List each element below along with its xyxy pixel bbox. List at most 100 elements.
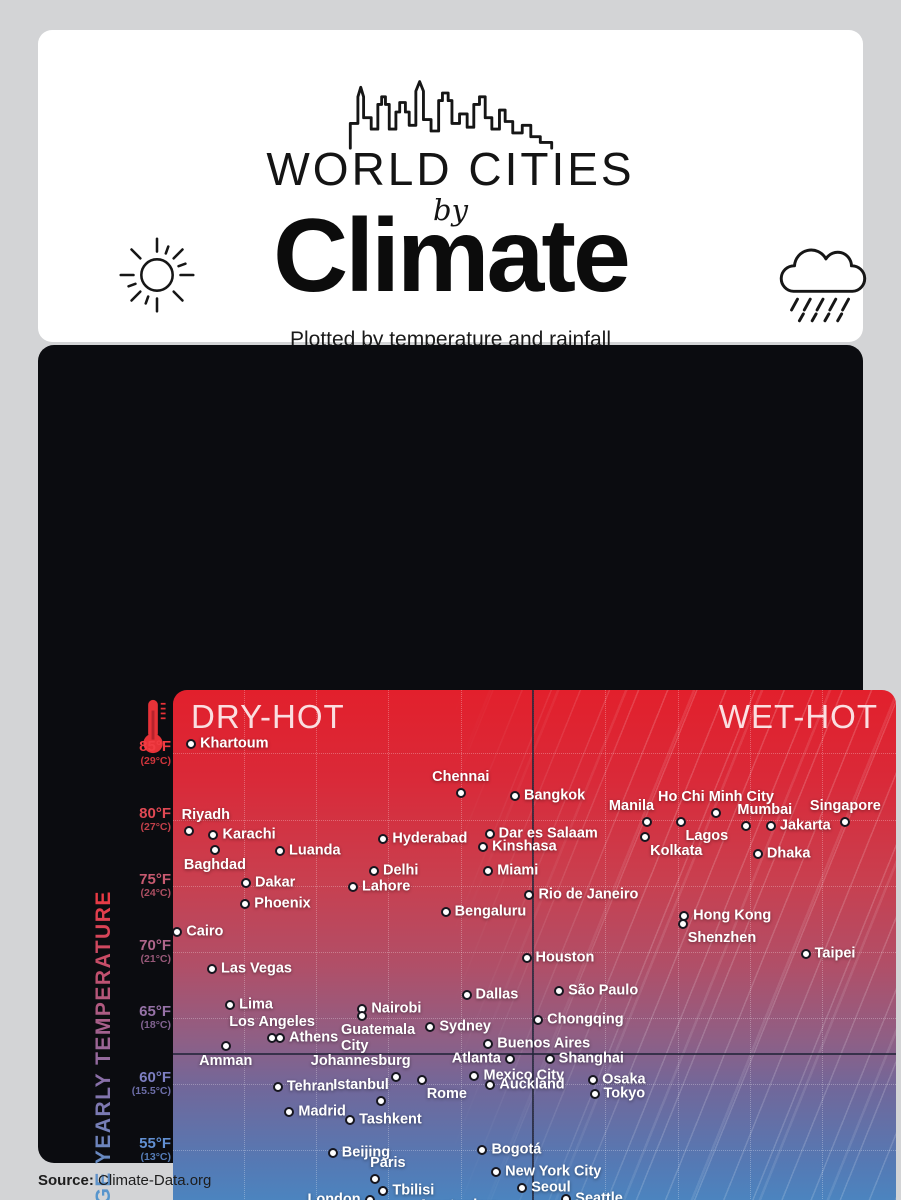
city-point [524,889,535,900]
city-label: Hyderabad [392,830,468,847]
city-label: Dallas [475,986,519,1003]
y-axis-ticks: 85°F (29°C) 80°F (27°C) 75°F (24°C) 70°F (21°C)… [78,690,171,1200]
city-label: Miami [497,862,539,879]
city-point [710,807,721,818]
v-gridline [605,690,607,1200]
city-label: Taipei [814,945,856,962]
y-tick-celsius: (15.5°C) [131,1085,171,1098]
hot-cold-midline [173,1052,896,1055]
city-point [477,1144,488,1155]
city-point [186,739,197,750]
city-point [483,866,494,877]
y-tick-fahrenheit: 55°F [139,1135,171,1153]
title-by: by [433,193,468,227]
city-label: Bogotá [491,1141,542,1158]
city-point [173,926,183,937]
city-point [348,881,359,892]
y-tick-fahrenheit: 65°F [139,1003,171,1021]
y-tick-fahrenheit: 80°F [139,804,171,822]
y-tick-label: 65°F (18°C) [139,1003,171,1032]
y-tick-label: 60°F (15.5°C) [131,1069,171,1098]
city-label: Chennai [432,768,490,785]
y-tick-label: 55°F (13°C) [139,1136,171,1164]
city-label: Amsterdam [418,1197,498,1200]
h-gridline [173,1083,896,1085]
y-tick-label: 80°F (27°C) [139,804,171,834]
plot-area: DRY-HOT WET-HOT DRY-COLD WET-COLD Kharto… [173,690,896,1200]
city-point [370,1174,381,1185]
city-point [642,817,653,828]
city-label: Guatemala City [341,1022,416,1054]
city-label: Sydney [439,1018,491,1035]
city-point [588,1074,599,1085]
city-label: Mexico City [483,1067,565,1084]
city-label: Houston [535,949,595,966]
climate-scatter-chart: AVERAGE YEARLY TEMPERATURE 85°F (29°C) 80°… [38,345,896,1200]
city-point [675,817,686,828]
city-label: Tehran [286,1077,335,1094]
y-tick-celsius: (13°C) [140,1151,171,1164]
city-point [509,790,520,801]
v-gridline [822,690,824,1200]
v-gridline [243,690,245,1200]
city-label: Shanghai [558,1050,624,1067]
quadrant-label-wet-hot: WET-HOT [718,698,878,735]
city-point [284,1106,295,1117]
city-point [484,829,495,840]
city-point [327,1147,338,1158]
city-point [478,842,489,853]
city-label: Tashkent [359,1110,422,1127]
city-point [345,1114,356,1125]
source-value: Climate-Data.org [93,1172,212,1189]
city-point [765,821,776,832]
city-label: São Paulo [568,982,639,999]
city-label: Manila [608,797,655,814]
city-label: Osaka [602,1071,646,1088]
city-skyline-icon [348,80,553,150]
city-point [469,1070,480,1081]
y-tick-celsius: (29°C) [140,754,171,767]
city-point [356,1011,367,1022]
city-point [378,834,389,845]
city-label: Baghdad [183,856,246,873]
y-tick-label: 70°F (21°C) [139,936,171,966]
city-label: Shenzhen [687,929,757,946]
city-label: Khartoum [200,735,269,752]
city-point [272,1081,283,1092]
city-point [375,1096,386,1107]
city-point [483,1039,494,1050]
city-label: Jakarta [779,817,831,834]
city-point [425,1022,436,1033]
y-tick-label: 75°F (24°C) [139,871,171,900]
city-point [589,1089,600,1100]
quadrant-label-dry-hot: DRY-HOT [191,698,345,735]
v-gridline [460,690,462,1200]
city-label: Dakar [255,874,296,891]
city-label: Luanda [289,842,341,859]
source-label: Source: [38,1172,94,1189]
y-tick-fahrenheit: 70°F [139,936,171,954]
rain-cloud-icon [779,248,867,323]
city-label: Riyadh [181,807,230,824]
city-label: Hong Kong [693,907,772,924]
city-label: Cairo [186,923,224,940]
city-point [640,831,651,842]
city-label: Chongqing [547,1011,624,1028]
city-label: Rome [426,1085,467,1102]
city-label: Buenos Aires [497,1035,591,1052]
city-point [455,788,466,799]
title-world-cities: WORLD CITIES [266,143,635,195]
city-label: Mumbai [737,801,793,818]
city-point [390,1072,401,1083]
wet-dry-midline [532,690,535,1200]
city-label: Rio de Janeiro [538,886,639,903]
city-point [554,986,565,997]
city-point [368,866,379,877]
city-point [521,953,532,964]
y-tick-celsius: (27°C) [140,820,171,833]
city-label: Madrid [298,1103,346,1120]
h-gridline [173,885,896,887]
thermometer-hot-icon [143,699,166,754]
city-point [504,1053,515,1064]
city-label: Kolkata [650,842,703,859]
